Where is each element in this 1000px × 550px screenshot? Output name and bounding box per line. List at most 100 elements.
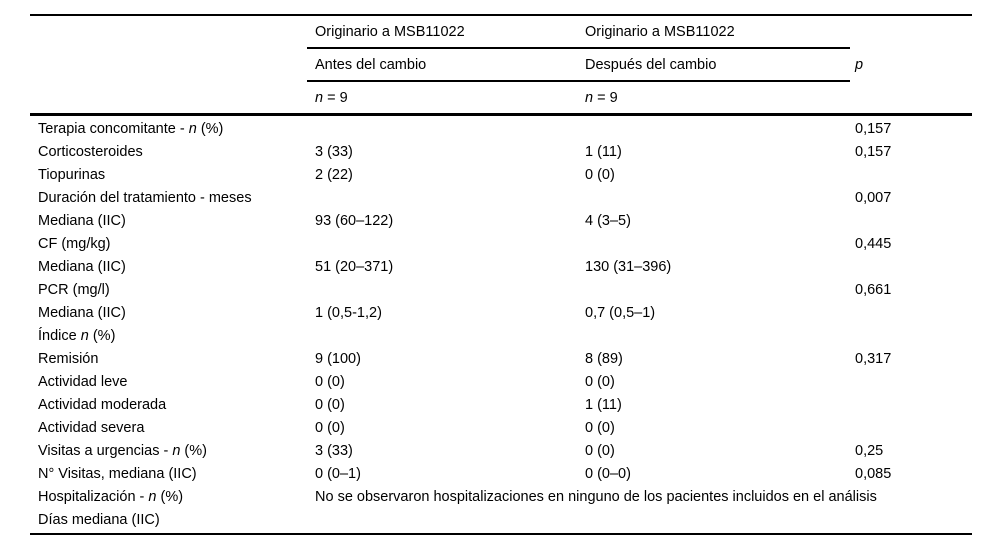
- cell-before: 51 (20–371): [315, 259, 394, 275]
- cell-after: 1 (11): [585, 144, 622, 160]
- row-label: Índice n (%): [38, 328, 116, 344]
- row-label: CF (mg/kg): [38, 236, 111, 252]
- cell-after: 0 (0): [585, 420, 615, 436]
- cell-before: 93 (60–122): [315, 213, 394, 229]
- cell-before: 1 (0,5-1,2): [315, 305, 382, 321]
- cell-p: 0,157: [855, 144, 892, 160]
- row-label: Días mediana (IIC): [38, 512, 160, 528]
- cell-before: [307, 118, 577, 141]
- cell-before: 0 (0): [315, 397, 345, 413]
- cell-before: [307, 279, 577, 302]
- table-row: Terapia concomitante - n (%) 0,157: [30, 118, 972, 141]
- cell-p: [847, 394, 972, 417]
- table-row: Índice n (%): [30, 325, 972, 348]
- table-row: Hospitalización - n (%) No se observaron …: [30, 486, 972, 509]
- cell-after: [577, 325, 847, 348]
- row-label: Mediana (IIC): [38, 305, 126, 321]
- cell-before: 3 (33): [315, 443, 353, 459]
- table-row: Mediana (IIC) 93 (60–122) 4 (3–5): [30, 210, 972, 233]
- cell-after: 130 (31–396): [585, 259, 672, 275]
- table-row: Duración del tratamiento - meses 0,007: [30, 187, 972, 210]
- cell-after: [577, 509, 847, 532]
- cell-before: 9 (100): [315, 351, 361, 367]
- cell-before: 0 (0): [315, 374, 345, 390]
- row-label: Mediana (IIC): [38, 259, 126, 275]
- cell-before: 3 (33): [315, 144, 353, 160]
- cell-after: 8 (89): [585, 351, 623, 367]
- header-span-rule-2: [307, 80, 850, 82]
- cell-p: 0,25: [855, 443, 884, 459]
- row-label: Terapia concomitante - n (%): [38, 121, 224, 137]
- cell-p: 0,445: [855, 236, 892, 252]
- cell-after: [577, 279, 847, 302]
- row-label: Visitas a urgencias - n (%): [38, 443, 207, 459]
- table-row: Remisión 9 (100) 8 (89) 0,317: [30, 348, 972, 371]
- cell-p: 0,007: [855, 190, 892, 206]
- cell-before: [307, 187, 577, 210]
- cell-before: 2 (22): [315, 167, 353, 183]
- table-row: N° Visitas, mediana (IIC) 0 (0–1) 0 (0–0) 0…: [30, 463, 972, 486]
- cell-p: [847, 210, 972, 233]
- cell-after: 0,7 (0,5–1): [585, 305, 656, 321]
- cell-p: 0,157: [855, 121, 892, 137]
- header-group-after: Originario a MSB11022: [585, 23, 735, 40]
- cell-p: [847, 509, 972, 532]
- table-row: PCR (mg/l) 0,661: [30, 279, 972, 302]
- header-p-label: p: [855, 56, 864, 73]
- row-label: Tiopurinas: [38, 167, 106, 183]
- cell-p: [847, 417, 972, 440]
- header-sub-row: Antes del cambio Después del cambio p: [30, 49, 972, 80]
- cell-after: 1 (11): [585, 397, 622, 413]
- table-row: Mediana (IIC) 1 (0,5-1,2) 0,7 (0,5–1): [30, 302, 972, 325]
- cell-p: 0,661: [855, 282, 892, 298]
- cell-before: [307, 509, 577, 532]
- cell-p: [847, 371, 972, 394]
- cell-before: [307, 233, 577, 256]
- cell-after: 0 (0–0): [585, 466, 631, 482]
- cell-before: 0 (0): [315, 420, 345, 436]
- header-n-row: n = 9 n = 9: [30, 82, 972, 113]
- table-row: Actividad moderada 0 (0) 1 (11): [30, 394, 972, 417]
- cell-p: 0,085: [855, 466, 892, 482]
- table-row: Actividad leve 0 (0) 0 (0): [30, 371, 972, 394]
- header-n-after: n = 9: [585, 89, 618, 106]
- row-label: N° Visitas, mediana (IIC): [38, 466, 197, 482]
- cell-after: [577, 233, 847, 256]
- table-bottom-rule: [30, 533, 972, 535]
- cell-after: 0 (0): [585, 167, 615, 183]
- header-span-rule-1: [307, 47, 850, 49]
- cell-after: [577, 187, 847, 210]
- cell-before: 0 (0–1): [315, 466, 361, 482]
- cell-after: 0 (0): [585, 443, 615, 459]
- table-row: Mediana (IIC) 51 (20–371) 130 (31–396): [30, 256, 972, 279]
- row-label: Hospitalización - n (%): [38, 489, 184, 505]
- header-body-rule: [30, 113, 972, 116]
- cell-after: 0 (0): [585, 374, 615, 390]
- table-row: Visitas a urgencias - n (%) 3 (33) 0 (0) 0,…: [30, 440, 972, 463]
- row-label: Actividad moderada: [38, 397, 167, 413]
- row-span-note: No se observaron hospitalizaciones en ni…: [315, 489, 877, 505]
- row-label: Actividad severa: [38, 420, 145, 436]
- table-row: Días mediana (IIC): [30, 509, 972, 532]
- cell-p: [847, 256, 972, 279]
- row-label: Mediana (IIC): [38, 213, 126, 229]
- header-group-before: Originario a MSB11022: [315, 23, 465, 40]
- results-table: Originario a MSB11022 Originario a MSB11…: [30, 14, 972, 535]
- table-row: CF (mg/kg) 0,445: [30, 233, 972, 256]
- row-label: PCR (mg/l): [38, 282, 110, 298]
- header-sub-before: Antes del cambio: [315, 56, 427, 73]
- table-row: Actividad severa 0 (0) 0 (0): [30, 417, 972, 440]
- header-n-before: n = 9: [315, 89, 348, 106]
- cell-p: [847, 325, 972, 348]
- row-label: Corticosteroides: [38, 144, 143, 160]
- table-row: Tiopurinas 2 (22) 0 (0): [30, 164, 972, 187]
- row-label: Remisión: [38, 351, 99, 367]
- header-group-row: Originario a MSB11022 Originario a MSB11…: [30, 16, 972, 47]
- table-row: Corticosteroides 3 (33) 1 (11) 0,157: [30, 141, 972, 164]
- cell-p: 0,317: [855, 351, 892, 367]
- row-label: Duración del tratamiento - meses: [38, 190, 252, 206]
- cell-after: 4 (3–5): [585, 213, 631, 229]
- cell-p: [847, 302, 972, 325]
- table-top-rule: [30, 14, 972, 16]
